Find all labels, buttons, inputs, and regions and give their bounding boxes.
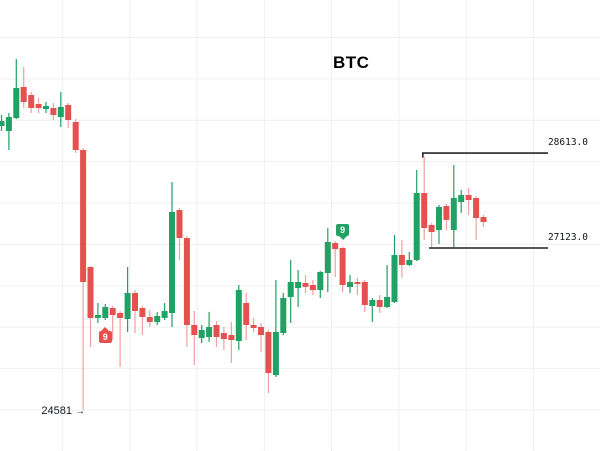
candle-body-up bbox=[5, 117, 12, 131]
candle-body-down bbox=[473, 198, 480, 218]
candle-body-up bbox=[413, 193, 420, 260]
candle-body-up bbox=[406, 260, 413, 265]
candle-body-down bbox=[132, 293, 138, 311]
candle-body-down bbox=[398, 255, 405, 265]
candle-body-down bbox=[339, 248, 346, 285]
candle-body-down bbox=[421, 193, 428, 228]
candle-body-up bbox=[169, 212, 175, 313]
candle-body-up bbox=[206, 327, 213, 337]
candle-body-up bbox=[57, 107, 64, 117]
candle-body-down bbox=[376, 300, 383, 307]
candle-body-up bbox=[272, 332, 279, 375]
candle-body-down bbox=[87, 267, 94, 318]
candle-body-up bbox=[0, 121, 5, 126]
candle-body-up bbox=[154, 316, 161, 323]
candle-body-down bbox=[361, 282, 368, 305]
candle-body-up bbox=[450, 198, 457, 230]
candle-body-up bbox=[287, 282, 294, 297]
candle-body-down bbox=[117, 313, 124, 318]
candle-body-up bbox=[295, 282, 302, 288]
candle-body-up bbox=[198, 330, 205, 338]
candle-body-down bbox=[20, 87, 27, 102]
setup-badge-9: 9 bbox=[98, 331, 112, 343]
candle-body-up bbox=[13, 88, 20, 118]
candle-body-down bbox=[213, 325, 220, 337]
candle-body-up bbox=[161, 311, 168, 318]
setup-badge-9: 9 bbox=[336, 224, 350, 236]
candle-body-down bbox=[72, 122, 79, 150]
candle-body-down bbox=[354, 282, 361, 284]
candle-body-down bbox=[176, 210, 183, 238]
candle-body-down bbox=[243, 303, 250, 325]
right-arrow-icon: → bbox=[75, 405, 85, 417]
candle-body-up bbox=[280, 298, 287, 333]
candle-body-up bbox=[369, 300, 376, 306]
candle-body-down bbox=[80, 150, 87, 282]
candle-body-up bbox=[347, 282, 353, 287]
candle-body-down bbox=[139, 308, 146, 317]
resistance-price-label: 28613.0 bbox=[547, 137, 588, 149]
candle-body-up bbox=[94, 315, 101, 318]
candle-body-down bbox=[50, 108, 57, 115]
candle-body-up bbox=[436, 207, 442, 230]
candle-body-down bbox=[302, 283, 309, 287]
candle-body-down bbox=[65, 105, 72, 120]
candle-body-up bbox=[317, 272, 324, 290]
candle-body-down bbox=[443, 206, 450, 220]
candle-body-up bbox=[384, 297, 391, 307]
support-price-label: 27123.0 bbox=[547, 232, 588, 243]
candle-body-down bbox=[146, 317, 153, 322]
low-price-text: 24581 bbox=[41, 404, 72, 417]
candle-body-down bbox=[428, 225, 435, 232]
candle-body-down bbox=[332, 243, 339, 250]
candle-body-up bbox=[43, 106, 49, 109]
chart-title: BTC bbox=[333, 53, 370, 72]
candle-body-up bbox=[124, 293, 131, 319]
low-price-marker: 24581 → bbox=[41, 405, 85, 417]
candle-body-down bbox=[191, 325, 198, 335]
candle-body-up bbox=[391, 255, 398, 302]
candle-body-down bbox=[480, 217, 487, 222]
candle-body-up bbox=[102, 307, 109, 318]
candle-body-down bbox=[465, 195, 472, 200]
candle-body-down bbox=[220, 333, 227, 340]
candle-body-down bbox=[258, 327, 264, 335]
candle-body-down bbox=[250, 325, 257, 328]
candle-body-down bbox=[183, 238, 190, 325]
candle-body-down bbox=[35, 104, 42, 108]
candle-body-down bbox=[309, 285, 316, 290]
candle-body-up bbox=[458, 195, 465, 202]
candle-body-down bbox=[109, 308, 116, 315]
candle-body-down bbox=[228, 335, 235, 340]
candle-body-up bbox=[324, 242, 331, 273]
candle-body-up bbox=[235, 290, 242, 341]
candle-body-down bbox=[265, 332, 272, 373]
candle-body-down bbox=[28, 95, 35, 108]
